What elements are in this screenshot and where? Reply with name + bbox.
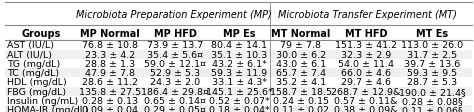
Text: 47.9 ± 7.8: 47.9 ± 7.8 bbox=[85, 69, 135, 78]
Text: 113.0 ± 26.0: 113.0 ± 26.0 bbox=[401, 41, 464, 50]
Text: 73.9 ± 13.7: 73.9 ± 13.7 bbox=[147, 41, 203, 50]
Text: 65.7 ± 7.4: 65.7 ± 7.4 bbox=[276, 69, 326, 78]
Text: 0.52 ± 0.07*: 0.52 ± 0.07* bbox=[209, 96, 270, 105]
Bar bbox=[5, 87, 472, 96]
Text: Microbiota Preparation Experiment (MP): Microbiota Preparation Experiment (MP) bbox=[76, 10, 272, 19]
Text: 0.18 ± 0.04*: 0.18 ± 0.04* bbox=[209, 105, 270, 112]
Text: Insulin (ng/mL): Insulin (ng/mL) bbox=[7, 96, 78, 105]
Text: Microbiota Transfer Experiment (MT): Microbiota Transfer Experiment (MT) bbox=[278, 10, 457, 19]
Text: 35.4 ± 5.6¤: 35.4 ± 5.6¤ bbox=[147, 50, 203, 59]
Text: 39.7 ± 13.6: 39.7 ± 13.6 bbox=[404, 59, 461, 68]
Text: 79 ± 7.8: 79 ± 7.8 bbox=[281, 41, 321, 50]
Text: 28.7 ± 5.3: 28.7 ± 5.3 bbox=[408, 78, 457, 87]
Text: 33.1 ± 4.3*: 33.1 ± 4.3* bbox=[212, 78, 267, 87]
Text: MP HFD: MP HFD bbox=[154, 28, 197, 38]
Text: 32.3 ± 2.9: 32.3 ± 2.9 bbox=[341, 50, 392, 59]
Text: 0.38 ± 0.09&: 0.38 ± 0.09& bbox=[335, 105, 398, 112]
Text: MP Es: MP Es bbox=[223, 28, 255, 38]
Text: 0.65 ± 0.14¤: 0.65 ± 0.14¤ bbox=[145, 96, 206, 105]
Text: 23.3 ± 4.2: 23.3 ± 4.2 bbox=[85, 50, 136, 59]
Text: 54.0 ± 11.4: 54.0 ± 11.4 bbox=[338, 59, 394, 68]
Text: 43.2 ± 6.1*: 43.2 ± 6.1* bbox=[212, 59, 267, 68]
Text: 35.1 ± 10.3: 35.1 ± 10.3 bbox=[211, 50, 267, 59]
Text: 0.57 ± 0.11&: 0.57 ± 0.11& bbox=[335, 96, 398, 105]
Text: 0.28 ± 0.08§: 0.28 ± 0.08§ bbox=[402, 96, 463, 105]
Bar bbox=[5, 41, 472, 50]
Text: 28.8 ± 1.3: 28.8 ± 1.3 bbox=[85, 59, 135, 68]
Text: 31.7 ± 2.5: 31.7 ± 2.5 bbox=[408, 50, 457, 59]
Text: Groups: Groups bbox=[22, 28, 61, 38]
Bar bbox=[5, 68, 472, 78]
Text: MT Es: MT Es bbox=[417, 28, 448, 38]
Text: MT HFD: MT HFD bbox=[345, 28, 387, 38]
Bar bbox=[5, 59, 472, 68]
Text: 151.3 ± 41.2: 151.3 ± 41.2 bbox=[335, 41, 397, 50]
Text: 0.24 ± 0.15: 0.24 ± 0.15 bbox=[273, 96, 329, 105]
Bar bbox=[5, 96, 472, 105]
Text: 35.2 ± 4.1: 35.2 ± 4.1 bbox=[276, 78, 326, 87]
Text: 145.1 ± 25.6*: 145.1 ± 25.6* bbox=[206, 87, 273, 96]
Text: 0.11 ± 0.02: 0.11 ± 0.02 bbox=[273, 105, 329, 112]
Text: 0.29 ± 0.05¤: 0.29 ± 0.05¤ bbox=[145, 105, 206, 112]
Text: 52.9 ± 5.3: 52.9 ± 5.3 bbox=[150, 69, 201, 78]
Text: 29.7 ± 4.6: 29.7 ± 4.6 bbox=[341, 78, 391, 87]
Text: 186.4 ± 29.8¤: 186.4 ± 29.8¤ bbox=[141, 87, 210, 96]
Text: 76.8 ± 10.8: 76.8 ± 10.8 bbox=[82, 41, 138, 50]
Text: 43.0 ± 6.1: 43.0 ± 6.1 bbox=[276, 59, 326, 68]
Text: 66.0 ± 4.6: 66.0 ± 4.6 bbox=[341, 69, 391, 78]
Text: TC (mg/dL): TC (mg/dL) bbox=[7, 69, 59, 78]
Text: MP Normal: MP Normal bbox=[80, 28, 140, 38]
Text: 158.7 ± 18.5: 158.7 ± 18.5 bbox=[270, 87, 332, 96]
Bar bbox=[5, 105, 472, 112]
Text: 59.3 ± 11.9: 59.3 ± 11.9 bbox=[211, 69, 267, 78]
Text: 0.28 ± 0.13: 0.28 ± 0.13 bbox=[82, 96, 138, 105]
Text: FBG (mg/dL): FBG (mg/dL) bbox=[7, 87, 66, 96]
Text: 135.8 ± 27.5: 135.8 ± 27.5 bbox=[79, 87, 141, 96]
Bar bbox=[5, 50, 472, 59]
Text: TG (mg/dL): TG (mg/dL) bbox=[7, 59, 60, 68]
Text: 190.0 ± 21.4§: 190.0 ± 21.4§ bbox=[399, 87, 466, 96]
Text: MT Normal: MT Normal bbox=[271, 28, 331, 38]
Text: 0.11 ± 0.06§: 0.11 ± 0.06§ bbox=[402, 105, 463, 112]
Text: 59.3 ± 9.5: 59.3 ± 9.5 bbox=[408, 69, 457, 78]
Text: 80.4 ± 14.1: 80.4 ± 14.1 bbox=[211, 41, 267, 50]
Text: 24.3 ± 2.0: 24.3 ± 2.0 bbox=[150, 78, 201, 87]
Text: 59.0 ± 12.1¤: 59.0 ± 12.1¤ bbox=[145, 59, 206, 68]
Text: 268.7 ± 12.9&: 268.7 ± 12.9& bbox=[331, 87, 401, 96]
Text: 28.6 ± 11.2: 28.6 ± 11.2 bbox=[82, 78, 138, 87]
Text: HDL (mg/dL): HDL (mg/dL) bbox=[7, 78, 67, 87]
Text: 0.09 ± 0.04: 0.09 ± 0.04 bbox=[82, 105, 138, 112]
Text: 30.0 ± 6.2: 30.0 ± 6.2 bbox=[276, 50, 326, 59]
Text: AST (IU/L): AST (IU/L) bbox=[7, 41, 54, 50]
Text: HOMA-IR (mg/dL): HOMA-IR (mg/dL) bbox=[7, 105, 89, 112]
Text: ALT (IU/L): ALT (IU/L) bbox=[7, 50, 52, 59]
Bar bbox=[5, 78, 472, 87]
